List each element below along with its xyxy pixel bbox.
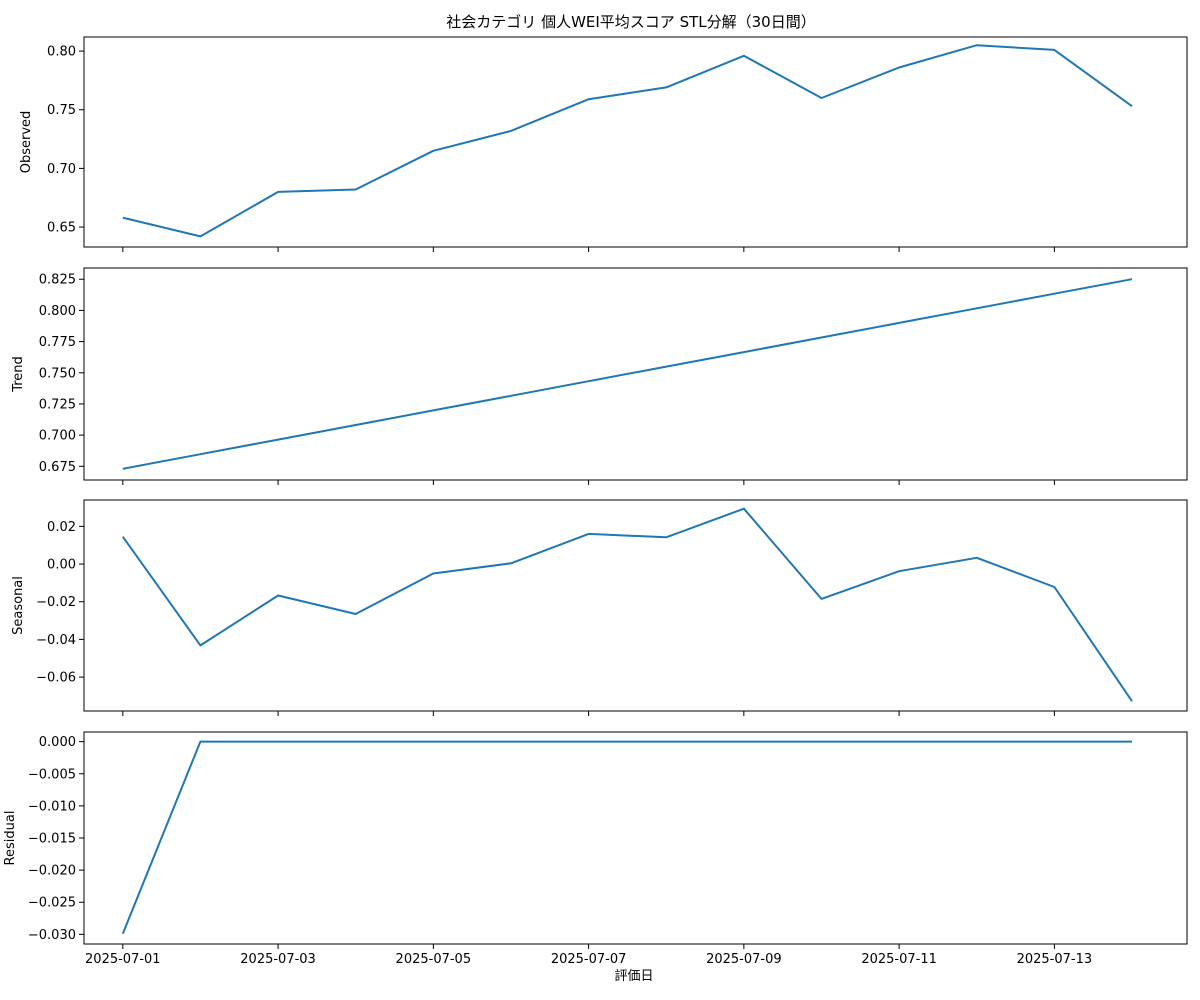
plot-frame	[83, 499, 1188, 712]
y-tick-label: −0.04	[36, 633, 76, 648]
y-axis-label-seasonal: Seasonal	[11, 576, 26, 635]
y-tick-label: 0.000	[39, 735, 76, 750]
panel-residual: 0.000 −0.005 −0.010 −0.015 −0.020 −0.025 −0.03…	[3, 731, 1188, 967]
x-tick-label: 2025-07-13	[1017, 952, 1093, 967]
plot-frame	[83, 36, 1188, 248]
y-tick-label: 0.80	[47, 45, 76, 60]
y-tick-label: 0.750	[39, 366, 76, 381]
y-tick-label: 0.00	[47, 558, 76, 573]
chart-title: 社会カテゴリ 個人WEI平均スコア STL分解（30日間）	[446, 13, 815, 31]
y-tick-label: −0.010	[28, 799, 76, 814]
y-tick-label: 0.65	[47, 221, 76, 236]
y-tick-label: 0.70	[47, 162, 76, 177]
series-line-trend	[122, 278, 1133, 470]
series-line-residual	[121, 740, 1132, 935]
x-tick-label: 2025-07-05	[396, 952, 472, 967]
y-tick-label: −0.030	[28, 928, 76, 943]
x-tick-label: 2025-07-01	[85, 952, 161, 967]
y-tick-label: 0.02	[47, 520, 76, 535]
y-axis-label-observed: Observed	[19, 111, 34, 174]
panel-seasonal: 0.02 0.00 −0.02 −0.04 −0.06 Seasonal	[11, 499, 1188, 716]
y-axis-label-residual: Residual	[3, 811, 18, 866]
panel-trend: 0.675 0.700 0.725 0.750 0.775 0.800 0.825 Trend	[11, 267, 1188, 485]
y-tick-label: −0.06	[36, 671, 76, 686]
y-tick-label: 0.775	[39, 335, 76, 350]
x-tick-label: 2025-07-07	[551, 952, 627, 967]
y-tick-label: 0.75	[47, 103, 76, 118]
y-tick-label: −0.025	[28, 896, 76, 911]
x-tick-label: 2025-07-03	[240, 952, 316, 967]
y-tick-label: 0.700	[39, 429, 76, 444]
y-tick-label: −0.02	[36, 595, 76, 610]
y-tick-label: 0.825	[39, 273, 76, 288]
y-tick-label: 0.675	[39, 460, 76, 475]
y-tick-label: −0.015	[28, 832, 76, 847]
plot-frame	[83, 267, 1188, 481]
x-tick-label: 2025-07-09	[706, 952, 782, 967]
x-axis-label: 評価日	[614, 969, 653, 984]
y-axis-label-trend: Trend	[11, 356, 26, 393]
panels-group: 0.650.700.750.80Observed0.6750.7000.7250…	[3, 36, 1188, 967]
x-tick-label: 2025-07-11	[861, 952, 937, 967]
panel-observed: 0.65 0.70 0.75 0.80 Observed	[19, 36, 1188, 252]
y-tick-label: −0.020	[28, 864, 76, 879]
y-tick-label: 0.725	[39, 397, 76, 412]
series-line-seasonal	[121, 507, 1133, 702]
y-tick-label: 0.800	[39, 304, 76, 319]
y-tick-label: −0.005	[28, 767, 76, 782]
series-line-observed	[122, 44, 1133, 238]
plot-frame	[83, 731, 1188, 945]
